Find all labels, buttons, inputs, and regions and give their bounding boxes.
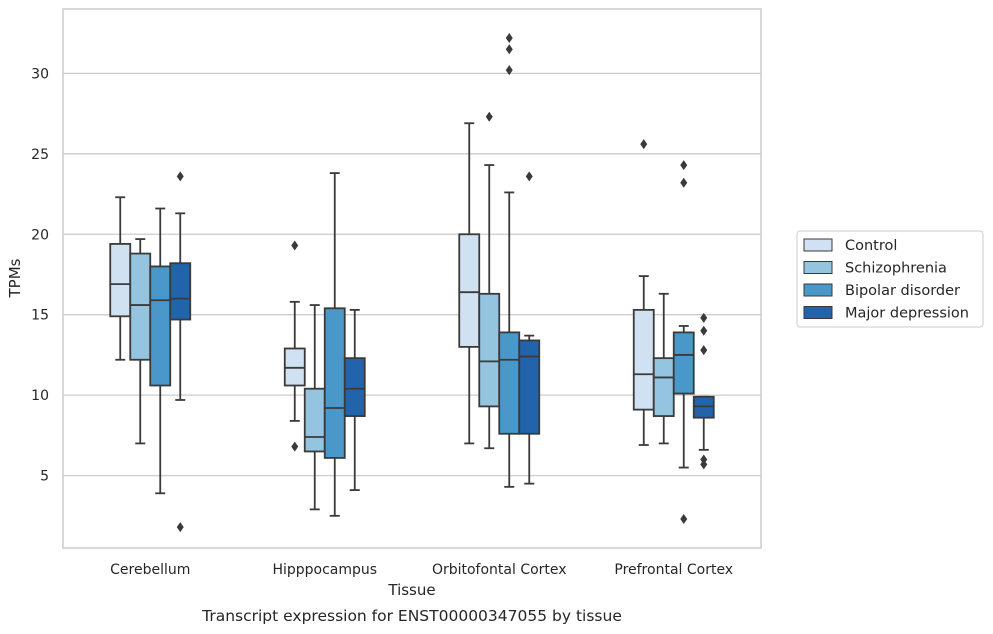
legend-label: Schizophrenia <box>845 261 947 277</box>
iqr-box <box>498 331 521 435</box>
iqr-box <box>303 387 326 453</box>
outlier-point <box>505 32 513 43</box>
box-series <box>109 32 715 533</box>
y-tick-label: 5 <box>40 469 49 485</box>
x-tick-label: Cerebellum <box>110 562 190 578</box>
iqr-box <box>323 307 346 459</box>
iqr-box <box>149 265 172 387</box>
legend-swatch <box>803 283 833 297</box>
outlier-point <box>700 312 708 323</box>
box-control <box>632 139 655 446</box>
iqr-box <box>343 357 366 417</box>
y-tick-label: 25 <box>31 147 49 163</box>
outlier-point <box>291 441 299 452</box>
box-bipolar-disorder <box>149 207 172 495</box>
outlier-point <box>485 111 493 122</box>
box-bipolar-disorder <box>672 160 695 525</box>
box-schizophrenia <box>652 292 675 445</box>
outlier-point <box>176 171 184 182</box>
legend-label: Major depression <box>845 306 969 322</box>
x-axis-title: Tissue <box>387 581 435 599</box>
outlier-point <box>680 514 688 525</box>
outlier-point <box>291 240 299 251</box>
outlier-point <box>505 65 513 76</box>
iqr-box <box>478 292 501 408</box>
iqr-box <box>458 233 481 348</box>
x-tick-label: Orbitofontal Cortex <box>432 562 567 578</box>
box-control <box>283 240 306 452</box>
box-bipolar-disorder <box>498 32 521 488</box>
box-major-depression <box>169 171 192 533</box>
box-major-depression <box>518 171 541 485</box>
x-tick-label: Hipppocampus <box>272 562 377 578</box>
legend-label: Control <box>845 238 897 254</box>
outlier-point <box>700 459 708 470</box>
box-schizophrenia <box>129 238 152 445</box>
legend-swatch <box>803 238 833 252</box>
iqr-box <box>169 262 192 321</box>
outlier-point <box>680 177 688 188</box>
y-tick-label: 30 <box>31 66 49 82</box>
box-major-depression <box>343 308 366 491</box>
outlier-point <box>525 171 533 182</box>
iqr-box <box>109 243 132 318</box>
x-tick-label: Prefrontal Cortex <box>614 562 733 578</box>
legend-label: Bipolar disorder <box>845 283 960 299</box>
iqr-box <box>652 357 675 417</box>
outlier-point <box>700 325 708 336</box>
y-axis-title: TPMs <box>6 258 24 298</box>
plot-frame <box>62 8 762 549</box>
y-tick-labels: 5 10 15 20 25 30 <box>31 66 49 484</box>
box-control <box>109 196 132 361</box>
outlier-point <box>176 522 184 533</box>
chart-caption: Transcript expression for ENST0000034705… <box>201 607 622 625</box>
box-bipolar-disorder <box>323 172 346 517</box>
outlier-point <box>640 139 648 150</box>
legend-frame <box>796 230 984 328</box>
outlier-point <box>700 345 708 356</box>
box-schizophrenia <box>303 304 326 511</box>
legend: Control Schizophrenia Bipolar disorder Majo… <box>796 230 984 328</box>
y-tick-label: 10 <box>31 388 49 404</box>
iqr-box <box>518 339 541 435</box>
legend-swatch <box>803 261 833 274</box>
iqr-box <box>129 252 152 361</box>
x-tick-labels: Cerebellum Hipppocampus Orbitofontal Corte… <box>110 562 733 578</box>
legend-swatch <box>803 306 833 319</box>
y-tick-label: 20 <box>31 227 49 243</box>
outlier-point <box>505 44 513 55</box>
iqr-box <box>632 308 655 411</box>
box-control <box>458 122 481 445</box>
iqr-box <box>672 331 695 395</box>
y-tick-label: 15 <box>31 308 49 324</box>
box-major-depression <box>692 312 715 470</box>
box-schizophrenia <box>478 111 501 450</box>
outlier-point <box>680 160 688 171</box>
